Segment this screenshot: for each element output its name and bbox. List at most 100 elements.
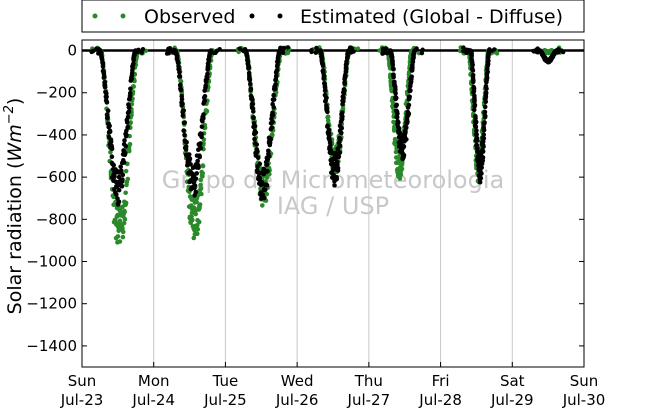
estimated-point	[313, 50, 319, 55]
estimated-point	[126, 109, 132, 114]
estimated-point	[198, 145, 204, 151]
estimated-point	[407, 88, 413, 93]
estimated-point	[473, 124, 479, 130]
estimated-point	[119, 183, 125, 189]
estimated-point	[560, 49, 566, 55]
estimated-point	[187, 156, 193, 162]
observed-point	[197, 202, 203, 207]
estimated-point	[208, 48, 214, 53]
x-tick-label-date: Jul-30	[562, 391, 606, 409]
estimated-point	[194, 171, 200, 176]
observed-point	[120, 234, 126, 240]
estimated-point	[270, 112, 276, 118]
observed-point	[125, 176, 131, 182]
observed-point	[393, 155, 399, 160]
y-tick-label: −600	[36, 168, 77, 186]
estimated-point	[195, 158, 200, 164]
estimated-point	[393, 95, 399, 101]
estimated-point	[123, 143, 129, 149]
estimated-point	[482, 120, 487, 125]
observed-point	[121, 220, 127, 226]
estimated-point	[120, 172, 126, 178]
x-axis-ticks: SunJul-23MonJul-24TueJul-25WedJul-26ThuJ…	[60, 362, 606, 409]
observed-point	[122, 209, 127, 215]
x-tick-label-day: Wed	[281, 372, 314, 390]
estimated-point	[470, 68, 476, 73]
estimated-point	[109, 154, 115, 159]
observed-point	[123, 190, 128, 196]
estimated-point	[285, 45, 291, 50]
estimated-point	[124, 120, 130, 125]
estimated-point	[337, 143, 343, 149]
estimated-point	[486, 58, 491, 64]
estimated-point	[217, 47, 222, 52]
estimated-point	[252, 123, 258, 129]
estimated-point	[199, 124, 205, 129]
estimated-point	[166, 51, 171, 56]
estimated-point	[340, 110, 345, 115]
estimated-point	[105, 108, 111, 114]
estimated-point	[556, 49, 561, 55]
estimated-point	[248, 86, 254, 91]
y-tick-label: 0	[67, 42, 77, 60]
estimated-point	[479, 165, 484, 170]
estimated-point	[178, 87, 184, 93]
estimated-point	[471, 86, 477, 91]
estimated-point	[323, 99, 328, 104]
estimated-point	[104, 94, 109, 100]
estimated-point	[181, 108, 187, 113]
estimated-point	[96, 46, 101, 52]
y-axis-label: Solar radiation (Wm−2)	[2, 98, 26, 315]
estimated-point	[323, 95, 329, 101]
legend-marker-estimated-2	[277, 13, 283, 19]
estimated-point	[470, 72, 476, 78]
estimated-point	[203, 83, 208, 88]
estimated-point	[271, 92, 276, 98]
estimated-point	[205, 71, 210, 77]
estimated-point	[237, 46, 242, 51]
estimated-point	[96, 51, 101, 56]
observed-point	[199, 191, 204, 197]
estimated-point	[266, 153, 272, 159]
estimated-point	[183, 144, 189, 149]
estimated-point	[391, 72, 396, 77]
estimated-point	[419, 50, 425, 56]
estimated-point	[182, 132, 187, 138]
estimated-point	[116, 187, 122, 193]
estimated-point	[251, 109, 256, 114]
estimated-point	[402, 131, 408, 136]
estimated-point	[254, 142, 259, 147]
estimated-point	[257, 161, 263, 167]
watermark-line-2: IAG / USP	[277, 192, 389, 220]
x-tick-label-date: Jul-29	[490, 391, 534, 409]
observed-point	[285, 50, 291, 56]
estimated-point	[197, 153, 202, 159]
estimated-point	[484, 75, 490, 80]
estimated-point	[535, 49, 541, 55]
estimated-point	[125, 124, 131, 130]
estimated-point	[177, 74, 183, 79]
observed-point	[117, 218, 123, 224]
estimated-point	[271, 97, 277, 102]
estimated-point	[252, 136, 257, 142]
estimated-point	[180, 113, 186, 118]
estimated-point	[338, 130, 344, 136]
estimated-point	[472, 93, 477, 99]
estimated-point	[335, 162, 340, 167]
estimated-point	[250, 97, 255, 102]
grid-lines	[153, 40, 513, 367]
estimated-point	[487, 47, 492, 52]
observed-point	[198, 177, 203, 183]
estimated-point	[326, 127, 332, 133]
observed-point	[340, 106, 346, 111]
y-tick-label: −1200	[26, 295, 77, 313]
estimated-point	[326, 131, 332, 136]
estimated-point	[531, 49, 537, 54]
x-tick-label-date: Jul-27	[347, 391, 391, 409]
estimated-point	[104, 100, 110, 105]
observed-point	[391, 119, 396, 125]
estimated-point	[248, 81, 253, 87]
estimated-point	[407, 94, 412, 100]
observed-point	[117, 239, 123, 244]
